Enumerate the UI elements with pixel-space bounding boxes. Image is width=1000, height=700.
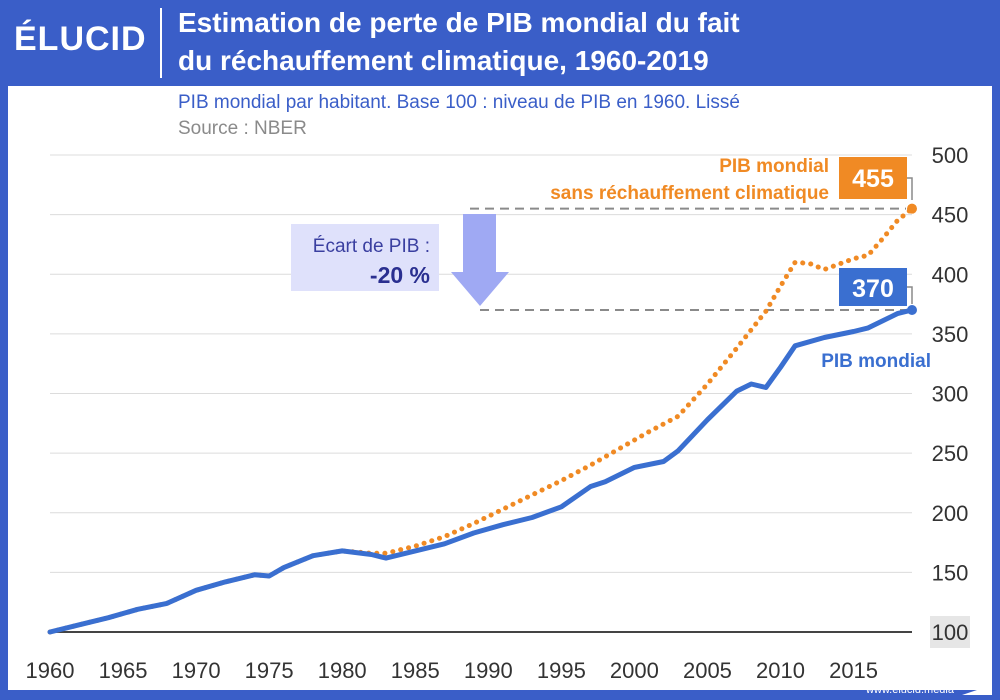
series-line-pib-mondial — [47, 307, 915, 635]
end-value-box-blue-bg — [839, 268, 907, 306]
series-endpoint-pib-mondial — [907, 305, 917, 316]
end-value-box-orange: 455 — [839, 157, 907, 199]
title-line-2: du réchauffement climatique, 1960-2019 — [178, 45, 709, 76]
chart-subtitle: PIB mondial par habitant. Base 100 : niv… — [178, 92, 740, 113]
end-value-leader-orange — [907, 177, 913, 200]
end-value-leader-blue — [907, 286, 913, 304]
y-tick-label: 200 — [932, 501, 969, 526]
y-tick-label: 500 — [932, 143, 969, 168]
y-tick-label: 300 — [932, 382, 969, 407]
x-tick-label: 1965 — [99, 658, 148, 683]
gap-annotation-value: -20 % — [370, 262, 430, 288]
x-tick-label: 2000 — [610, 658, 659, 683]
footer-site[interactable]: www.elucid.media — [865, 684, 954, 696]
x-tick-label: 2015 — [829, 658, 878, 683]
y-tick-label: 400 — [932, 262, 969, 287]
y-tick-label: 350 — [932, 322, 969, 347]
x-tick-label: 1970 — [172, 658, 221, 683]
chart-source: Source : NBER — [178, 118, 307, 139]
y-tick-label: 450 — [932, 203, 969, 228]
x-tick-label: 1985 — [391, 658, 440, 683]
x-tick-label: 1990 — [464, 658, 513, 683]
chart-title: Estimation de perte de PIB mondial du fa… — [178, 4, 978, 80]
title-line-1: Estimation de perte de PIB mondial du fa… — [178, 7, 740, 38]
chart-frame — [8, 86, 992, 690]
x-tick-label: 1975 — [245, 658, 294, 683]
end-value-blue: 370 — [852, 275, 894, 303]
series-label-orange-line1: PIB mondial — [719, 156, 829, 177]
end-value-box-orange-bg — [839, 157, 907, 199]
y-tick-label: 250 — [932, 441, 969, 466]
logo-divider — [160, 8, 162, 78]
x-tick-label: 2010 — [756, 658, 805, 683]
end-value-orange: 455 — [852, 165, 894, 193]
x-tick-label: 1980 — [318, 658, 367, 683]
gap-annotation-label: Écart de PIB : — [313, 236, 430, 257]
x-tick-label: 1960 — [26, 658, 75, 683]
elucid-mark-icon — [962, 685, 992, 695]
y-tick-label: 100 — [932, 620, 969, 645]
y-tick-label: 150 — [932, 560, 969, 585]
x-tick-label: 1995 — [537, 658, 586, 683]
series-endpoint-pib-sans-rechauffement — [907, 203, 917, 214]
series-label-orange-line2: sans réchauffement climatique — [550, 183, 829, 204]
gap-arrow-down-icon — [451, 214, 509, 306]
elucid-logo: ÉLUCID — [14, 20, 147, 58]
gap-annotation-box — [291, 224, 439, 291]
x-tick-label: 2005 — [683, 658, 732, 683]
series-label-blue: PIB mondial — [821, 351, 931, 372]
y-tick-100-bg — [930, 616, 970, 648]
end-value-box-blue: 370 — [839, 268, 907, 306]
x-axis: 1960 1965 1970 1975 1980 1985 1990 1995 2000 2005… — [26, 631, 912, 683]
y-axis: 100 150 200 250 300 350 400 450 500 — [930, 143, 970, 648]
